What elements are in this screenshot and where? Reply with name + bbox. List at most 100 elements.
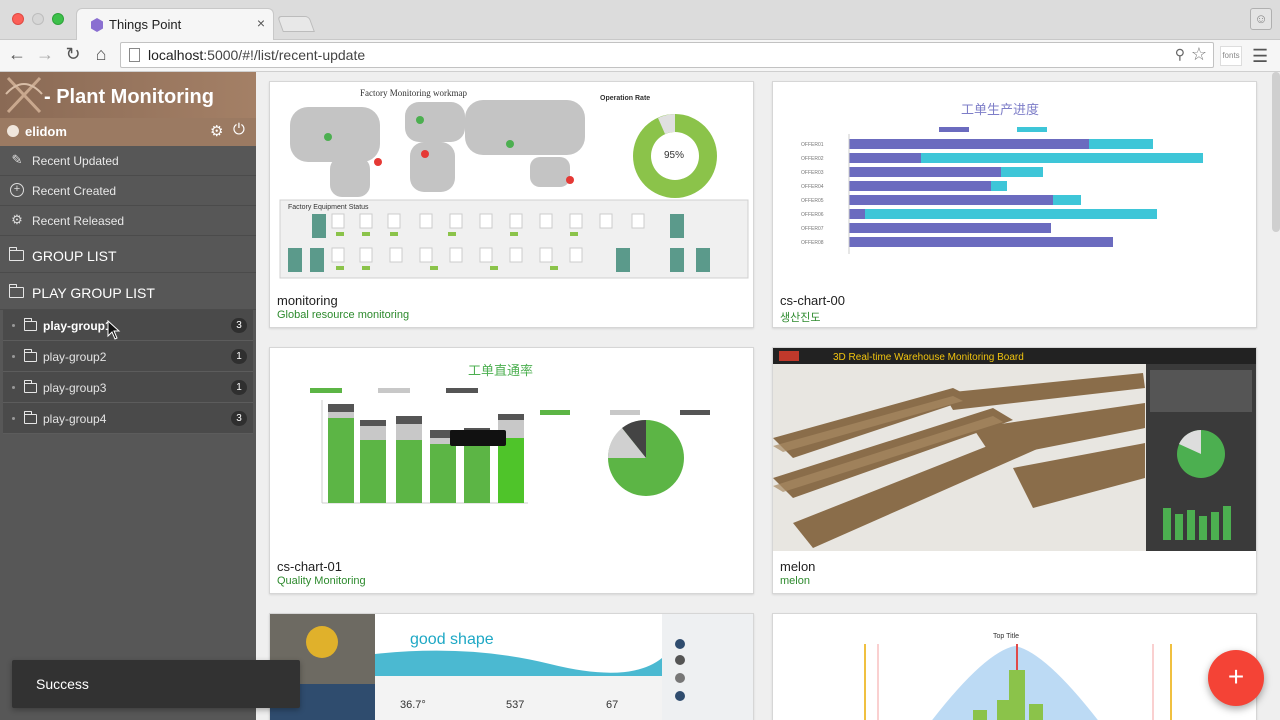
- gear-icon: ⚙: [11, 212, 23, 227]
- nav-recent-created[interactable]: + Recent Created: [0, 176, 256, 206]
- group-list-label: GROUP LIST: [32, 248, 117, 264]
- board-name: cs-chart-00: [780, 293, 846, 308]
- folder-icon: [23, 380, 37, 393]
- board-description: 생산진도: [780, 312, 821, 324]
- melon-title: 3D Real-time Warehouse Monitoring Board: [833, 352, 1024, 363]
- browser-toolbar: ← → ↻ ⌂ localhost:5000/#!/list/recent-up…: [0, 40, 1280, 72]
- nav-label: Recent Created: [32, 184, 117, 198]
- brand-header: - Plant Monitoring: [0, 72, 256, 118]
- success-toast: Success: [12, 660, 300, 708]
- board-thumbnail: Top Title: [773, 614, 1256, 720]
- browser-tab[interactable]: Things Point ×: [76, 8, 274, 40]
- svg-text:OFFER07: OFFER07: [801, 226, 824, 232]
- play-group-name: play-group1: [43, 319, 112, 333]
- window-maximize-button[interactable]: [52, 13, 64, 25]
- svg-text:Factory Equipment Status: Factory Equipment Status: [288, 204, 369, 211]
- add-board-button[interactable]: +: [1208, 650, 1264, 706]
- svg-text:Operation Rate: Operation Rate: [600, 95, 650, 102]
- window-close-button[interactable]: [12, 13, 24, 25]
- bullet-icon: [12, 386, 15, 389]
- board-card[interactable]: Top Title: [772, 613, 1257, 720]
- address-bar[interactable]: localhost:5000/#!/list/recent-update ⚲ ☆: [120, 42, 1214, 68]
- play-group-name: play-group3: [43, 381, 107, 395]
- bullet-icon: [12, 355, 15, 358]
- nav-recent-released[interactable]: ⚙ Recent Released: [0, 206, 256, 236]
- svg-text:36.7°: 36.7°: [400, 699, 426, 711]
- board-name: cs-chart-01: [277, 559, 343, 574]
- url-path: :5000/#!/list/recent-update: [203, 47, 366, 63]
- user-icon: [7, 125, 19, 137]
- svg-text:OFFER06: OFFER06: [801, 212, 824, 218]
- svg-text:OFFER08: OFFER08: [801, 240, 824, 246]
- new-tab-button[interactable]: [277, 16, 315, 32]
- scrollbar[interactable]: [1272, 72, 1280, 232]
- board-thumbnail: 工单生产进度 OFFER01 OFFER02 OFFER03 OF: [773, 82, 1256, 285]
- svg-text:OFFER05: OFFER05: [801, 198, 824, 204]
- tab-close-icon[interactable]: ×: [256, 15, 265, 31]
- app-title: - Plant Monitoring: [44, 86, 214, 108]
- board-name: melon: [780, 559, 816, 574]
- play-group-list-header[interactable]: PLAY GROUP LIST: [0, 274, 256, 310]
- play-group-item[interactable]: play-group3 1: [3, 372, 253, 403]
- count-badge: 3: [231, 411, 247, 426]
- play-group-name: play-group2: [43, 350, 107, 364]
- nav-label: Recent Updated: [32, 154, 119, 168]
- nav-recent-updated[interactable]: ✎ Recent Updated: [0, 146, 256, 176]
- mouse-cursor-icon: [107, 320, 121, 340]
- board-name: monitoring: [277, 293, 338, 308]
- svg-text:537: 537: [506, 699, 524, 711]
- folder-icon: [23, 411, 37, 424]
- board-thumbnail: 工单直通率: [270, 348, 753, 551]
- logo-icon: [5, 76, 43, 114]
- monitoring-title: Factory Monitoring workmap: [360, 88, 467, 98]
- board-card[interactable]: Factory Monitoring workmap Operation Rat…: [269, 81, 754, 328]
- forward-icon[interactable]: →: [36, 44, 54, 64]
- svg-text:OFFER03: OFFER03: [801, 170, 824, 176]
- sidebar: - Plant Monitoring elidom ⚙ ⏻ ✎ Recent U…: [0, 72, 256, 720]
- favicon-icon: [91, 18, 103, 32]
- home-icon[interactable]: ⌂: [95, 44, 107, 64]
- user-bar: elidom ⚙ ⏻: [0, 118, 256, 146]
- board-card[interactable]: 3D Real-time Warehouse Monitoring Board: [772, 347, 1257, 594]
- nav-label: Recent Released: [32, 214, 125, 228]
- toast-message: Success: [36, 676, 89, 692]
- play-group-name: play-group4: [43, 412, 107, 426]
- svg-text:OFFER02: OFFER02: [801, 156, 824, 162]
- count-badge: 3: [231, 318, 247, 333]
- settings-gear-icon[interactable]: ⚙: [210, 123, 224, 140]
- folder-icon: [8, 247, 24, 261]
- fonts-extension-button[interactable]: fonts: [1220, 46, 1242, 66]
- profile-icon[interactable]: ☺: [1250, 8, 1272, 30]
- svg-text:OFFER04: OFFER04: [801, 184, 824, 190]
- svg-text:工单直通率: 工单直通率: [468, 363, 533, 379]
- count-badge: 1: [231, 380, 247, 395]
- play-group-item[interactable]: play-group1 3: [3, 310, 253, 341]
- folder-icon: [23, 318, 37, 331]
- bookmark-star-icon[interactable]: ☆: [1190, 44, 1207, 64]
- board-description: melon: [780, 575, 810, 587]
- url-text[interactable]: localhost:5000/#!/list/recent-update: [148, 47, 365, 63]
- window-minimize-button[interactable]: [32, 13, 44, 25]
- board-grid: Factory Monitoring workmap Operation Rat…: [256, 72, 1280, 720]
- board-card[interactable]: 工单直通率 cs-chart-01 Qualit: [269, 347, 754, 594]
- board-description: Global resource monitoring: [277, 309, 410, 321]
- key-icon[interactable]: ⚲: [1174, 46, 1185, 62]
- url-host: localhost: [148, 47, 204, 63]
- tab-title: Things Point: [109, 17, 182, 32]
- play-group-item[interactable]: play-group4 3: [3, 403, 253, 434]
- board-thumbnail: good shape 36.7° 537 67: [270, 614, 753, 720]
- group-list-header[interactable]: GROUP LIST: [0, 237, 256, 273]
- bullet-icon: [12, 324, 15, 327]
- browser-tab-bar: Things Point × ☺: [0, 0, 1280, 40]
- reload-icon[interactable]: ↻: [65, 44, 81, 64]
- back-icon[interactable]: ←: [8, 44, 26, 64]
- menu-icon[interactable]: ☰: [1252, 46, 1269, 66]
- board-card[interactable]: good shape 36.7° 537 67: [269, 613, 754, 720]
- count-badge: 1: [231, 349, 247, 364]
- svg-text:Top Title: Top Title: [993, 633, 1019, 640]
- play-group-item[interactable]: play-group2 1: [3, 341, 253, 372]
- power-icon[interactable]: ⏻: [233, 121, 245, 138]
- svg-text:67: 67: [606, 699, 618, 711]
- board-card[interactable]: 工单生产进度 OFFER01 OFFER02 OFFER03 OF: [772, 81, 1257, 328]
- folder-icon: [23, 349, 37, 362]
